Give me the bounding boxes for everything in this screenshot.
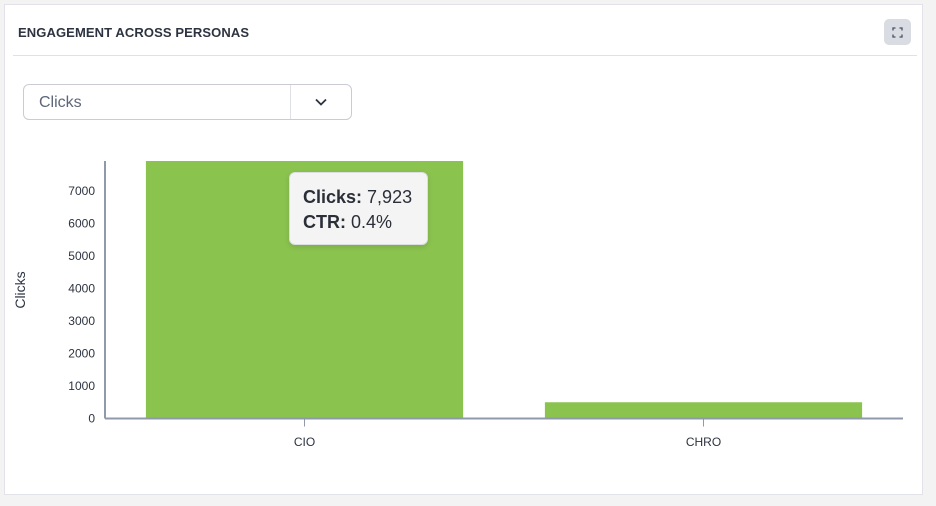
metric-select[interactable]: Clicks [23, 84, 352, 120]
select-separator [290, 85, 291, 119]
tooltip-ctr-label: CTR: [303, 212, 346, 232]
chevron-down-icon[interactable] [314, 95, 328, 109]
x-tick-label: CHRO [686, 435, 721, 449]
y-tick-label: 2000 [68, 346, 95, 360]
y-tick-label: 3000 [68, 314, 95, 328]
header-divider [13, 55, 917, 56]
tooltip-ctr-row: CTR: 0.4% [303, 210, 414, 235]
y-axis-label: Clicks [12, 271, 28, 308]
y-tick-label: 0 [88, 412, 95, 426]
y-tick-label: 5000 [68, 249, 95, 263]
chart-tooltip: Clicks: 7,923 CTR: 0.4% [289, 172, 428, 245]
y-tick-label: 4000 [68, 281, 95, 295]
tooltip-clicks-row: Clicks: 7,923 [303, 185, 414, 210]
bar-chro [544, 402, 863, 419]
y-tick-label: 7000 [68, 184, 95, 198]
y-tick-label: 6000 [68, 216, 95, 230]
card-title: ENGAGEMENT ACROSS PERSONAS [18, 25, 250, 40]
y-tick-label: 1000 [68, 379, 95, 393]
x-tick-label: CIO [294, 435, 315, 449]
tooltip-ctr-value: 0.4% [351, 212, 393, 232]
tooltip-clicks-value: 7,923 [367, 187, 413, 207]
expand-button[interactable] [884, 19, 911, 45]
metric-select-value: Clicks [39, 94, 82, 111]
tooltip-clicks-label: Clicks: [303, 187, 363, 207]
expand-icon [892, 26, 903, 38]
